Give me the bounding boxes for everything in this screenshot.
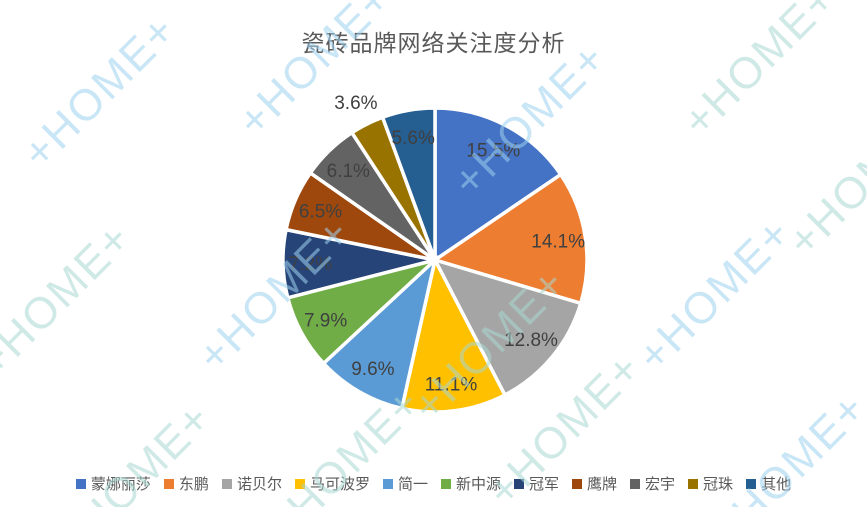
slice-label-马可波罗: 11.1% [425, 374, 478, 395]
legend-item-诺贝尔: 诺贝尔 [221, 473, 282, 494]
legend-item-简一: 简一 [382, 473, 428, 494]
legend-swatch-icon [163, 478, 174, 489]
pie-slice-其他 [380, 106, 437, 261]
legend-swatch-icon [688, 478, 699, 489]
slice-label-简一: 9.6% [351, 359, 394, 380]
legend-item-鹰牌: 鹰牌 [572, 473, 617, 494]
legend-item-马可波罗: 马可波罗 [294, 473, 370, 494]
legend-label: 冠珠 [703, 476, 734, 493]
legend-label: 宏宇 [645, 476, 676, 493]
legend-label: 其他 [761, 476, 792, 493]
legend-swatch-icon [382, 478, 393, 489]
legend-label: 东鹏 [178, 476, 209, 493]
legend-swatch-icon [440, 478, 451, 489]
legend-label: 诺贝尔 [236, 476, 282, 493]
legend-swatch-icon [630, 478, 641, 489]
slice-label-新中源: 7.9% [304, 310, 347, 331]
slice-label-蒙娜丽莎: 15.5% [466, 140, 520, 161]
legend-item-冠军: 冠军 [514, 473, 559, 494]
legend-swatch-icon [75, 478, 86, 489]
slice-label-诺贝尔: 12.8% [504, 330, 558, 351]
slice-label-东鹏: 14.1% [531, 232, 585, 253]
legend-label: 简一 [397, 476, 428, 493]
legend-swatch-icon [572, 478, 583, 489]
legend-label: 冠军 [529, 476, 560, 493]
legend-swatch-icon [221, 478, 232, 489]
legend-item-其他: 其他 [746, 473, 791, 494]
legend-label: 蒙娜丽莎 [90, 476, 151, 493]
legend-swatch-icon [746, 478, 757, 489]
legend-swatch-icon [294, 478, 305, 489]
legend-item-冠珠: 冠珠 [688, 473, 733, 494]
legend-label: 鹰牌 [587, 476, 618, 493]
legend-item-东鹏: 东鹏 [163, 473, 209, 494]
chart-title: 瓷砖品牌网络关注度分析 [301, 30, 566, 56]
legend-item-蒙娜丽莎: 蒙娜丽莎 [75, 473, 151, 494]
slice-label-鹰牌: 6.5% [299, 202, 342, 223]
slice-label-宏宇: 6.1% [327, 161, 370, 182]
legend-item-新中源: 新中源 [440, 473, 501, 494]
legend-swatch-icon [514, 478, 524, 489]
slice-label-冠军: 7.2% [289, 254, 332, 275]
slice-label-其他: 5.6% [392, 128, 435, 149]
legend-item-宏宇: 宏宇 [630, 473, 675, 494]
pie-slice-蒙娜丽莎 [433, 106, 564, 264]
pie-slice-诺贝尔 [431, 257, 583, 398]
pie-slice-简一 [321, 254, 438, 411]
slice-label-冠珠: 3.6% [334, 93, 377, 114]
chart-legend: 蒙娜丽莎 东鹏 诺贝尔 马可波罗 简一 新中源 冠军 鹰牌 宏宇 冠珠 其他 [0, 473, 867, 494]
legend-label: 马可波罗 [309, 476, 370, 493]
legend-label: 新中源 [455, 476, 501, 493]
